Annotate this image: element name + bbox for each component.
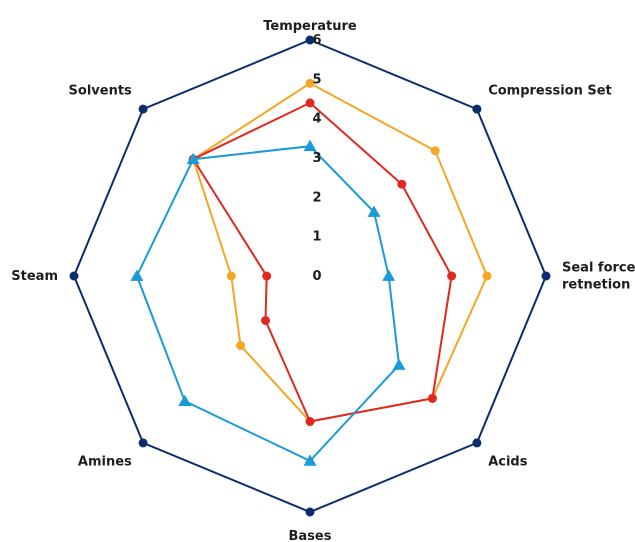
series-3-point-5 — [178, 394, 192, 406]
tick-layer: 0 1 2 3 4 5 6 — [312, 33, 321, 284]
series-0-point-6 — [69, 271, 79, 281]
series-3-point-3 — [392, 358, 406, 370]
series-2-point-4 — [305, 417, 315, 426]
series-3-point-2 — [382, 269, 396, 281]
series-0-point-7 — [138, 104, 148, 114]
tick-label-6: 6 — [312, 33, 321, 48]
series-2-point-5 — [261, 316, 270, 325]
series-2-point-6 — [262, 271, 272, 281]
series-3-point-1 — [367, 205, 381, 217]
axis-label-layer: Temperature Compression Set Seal force retn… — [11, 19, 635, 542]
tick-label-0: 0 — [312, 269, 321, 284]
series-0-point-5 — [138, 438, 148, 448]
series-0-point-1 — [472, 104, 482, 114]
series-1-point-6 — [226, 271, 236, 281]
series-3-point-6 — [130, 269, 144, 281]
axis-label-7: Solvents — [69, 84, 133, 99]
series-2-line — [191, 101, 453, 423]
series-3-point-4 — [303, 454, 317, 466]
series-1-point-5 — [236, 341, 245, 350]
axis-label-4: Bases — [289, 529, 332, 542]
series-0-point-2 — [541, 271, 551, 281]
series-3-line — [135, 145, 401, 463]
series-1-point-2 — [482, 271, 492, 281]
axis-label-3: Acids — [488, 454, 528, 469]
series-3-point-0 — [303, 139, 317, 152]
axis-label-6: Steam — [11, 269, 58, 284]
series-2-point-3 — [427, 393, 437, 403]
axis-label-2: Seal force retnetion — [562, 261, 635, 293]
series-1-point-1 — [430, 146, 440, 156]
series-3-point-7 — [186, 152, 200, 165]
series-2-point-2 — [447, 271, 457, 281]
tick-label-1: 1 — [312, 230, 321, 245]
tick-label-5: 5 — [312, 72, 321, 87]
axis-label-1: Compression Set — [488, 84, 612, 99]
series-0-point-4 — [305, 507, 315, 517]
series-2-point-0 — [305, 98, 315, 108]
series-0-point-3 — [472, 438, 482, 448]
series-1-line — [192, 82, 489, 423]
tick-label-4: 4 — [312, 112, 321, 127]
series-layer — [69, 35, 551, 517]
tick-label-3: 3 — [312, 151, 321, 166]
series-2-point-1 — [397, 179, 407, 189]
tick-label-2: 2 — [312, 190, 321, 205]
axis-label-0: Temperature — [263, 19, 357, 34]
axis-label-5: Amines — [78, 454, 132, 469]
series-1-point-0 — [305, 78, 315, 88]
series-0-point-0 — [305, 35, 315, 45]
